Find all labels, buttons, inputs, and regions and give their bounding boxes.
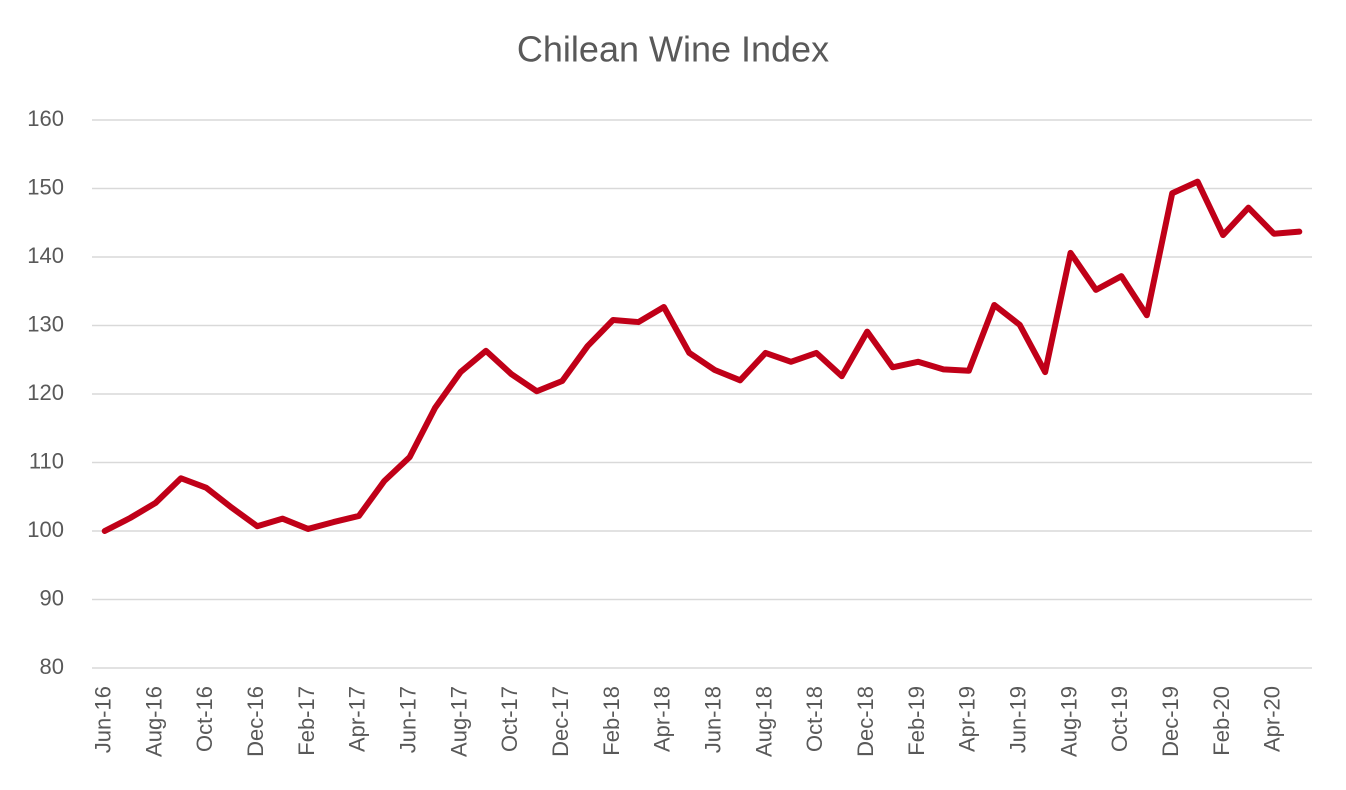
y-tick-label: 110 <box>29 448 64 473</box>
y-tick-label: 90 <box>40 585 64 610</box>
x-tick-label: Oct-17 <box>497 686 522 752</box>
x-tick-label: Aug-18 <box>751 686 776 757</box>
y-tick-label: 100 <box>27 517 64 542</box>
y-tick-label: 80 <box>40 654 64 679</box>
x-tick-label: Oct-19 <box>1107 686 1132 752</box>
x-tick-label: Apr-19 <box>955 686 980 752</box>
x-tick-label: Apr-18 <box>650 686 675 752</box>
x-tick-label: Jun-19 <box>1006 686 1031 753</box>
x-tick-label: Feb-18 <box>599 686 624 756</box>
x-tick-label: Feb-20 <box>1209 686 1234 756</box>
chart-title: Chilean Wine Index <box>517 29 829 70</box>
x-tick-label: Aug-19 <box>1056 686 1081 757</box>
y-tick-label: 130 <box>27 311 64 336</box>
y-tick-label: 120 <box>27 380 64 405</box>
y-tick-label: 140 <box>27 243 64 268</box>
x-tick-label: Dec-16 <box>243 686 268 757</box>
x-tick-label: Jun-17 <box>396 686 421 753</box>
x-tick-label: Apr-20 <box>1260 686 1285 752</box>
x-tick-label: Feb-17 <box>294 686 319 756</box>
x-tick-label: Jun-16 <box>91 686 116 753</box>
x-tick-label: Jun-18 <box>701 686 726 753</box>
y-tick-label: 150 <box>27 174 64 199</box>
x-tick-label: Apr-17 <box>345 686 370 752</box>
x-tick-label: Dec-18 <box>853 686 878 757</box>
x-tick-label: Aug-17 <box>446 686 471 757</box>
data-line <box>101 178 1303 534</box>
y-tick-label: 160 <box>27 106 64 131</box>
x-tick-label: Oct-16 <box>192 686 217 752</box>
x-tick-label: Feb-19 <box>904 686 929 756</box>
x-tick-label: Dec-17 <box>548 686 573 757</box>
x-tick-label: Oct-18 <box>802 686 827 752</box>
x-tick-label: Dec-19 <box>1158 686 1183 757</box>
x-tick-label: Aug-16 <box>141 686 166 757</box>
